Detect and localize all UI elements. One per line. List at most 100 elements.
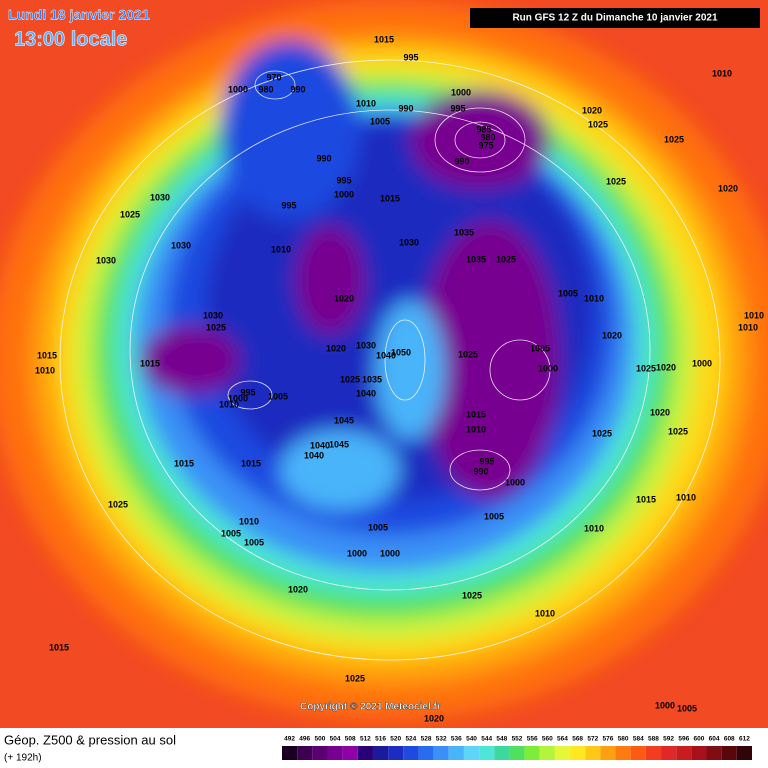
isobar-label: 985	[476, 124, 491, 134]
isobar-label: 1040	[310, 440, 330, 450]
legend-swatch	[297, 746, 313, 760]
isobar-label: 1010	[744, 310, 764, 320]
legend-swatch	[554, 746, 571, 760]
isobar-label: 1045	[334, 415, 354, 425]
legend-swatch	[388, 746, 404, 760]
isobar-label: 990	[473, 466, 488, 476]
isobar-label: 1025	[206, 322, 226, 332]
isobar-label: 1050	[391, 347, 411, 357]
legend-label: 552	[512, 736, 523, 743]
isobar-label: 1025	[108, 499, 128, 509]
isobar-label: 995	[479, 456, 494, 466]
isobars	[59, 59, 721, 661]
legend-swatch	[494, 746, 510, 760]
legend-swatch	[539, 746, 555, 760]
isobar-label: 1000	[538, 363, 558, 373]
legend-label: 564	[557, 736, 568, 743]
legend-swatch	[403, 746, 419, 760]
isobar-label: 1015	[374, 34, 394, 44]
legend-swatch	[721, 746, 737, 760]
isobar-label: 1020	[326, 343, 346, 353]
legend-label: 516	[375, 736, 386, 743]
legend-swatch	[327, 746, 343, 760]
run-text: Run GFS 12 Z du Dimanche 10 janvier 2021	[512, 13, 718, 24]
legend-label: 596	[678, 736, 689, 743]
isobar-label: 1035	[362, 374, 382, 384]
isobar-label: 1025	[345, 673, 365, 683]
legend-swatch	[600, 746, 616, 760]
copyright: Copyright © 2021 Meteociel.fr	[300, 702, 441, 713]
geopotential-field	[0, 0, 768, 720]
legend-swatch	[615, 746, 631, 760]
isobar-label: 1025	[668, 426, 688, 436]
footer-lead: (+ 192h)	[4, 753, 42, 764]
isobar-label: 1000	[505, 477, 525, 487]
isobar-label: 1020	[650, 407, 670, 417]
isobar-label: 995	[403, 52, 418, 62]
isobar-label: 995	[240, 387, 255, 397]
legend-swatch	[630, 746, 646, 760]
legend-swatch	[736, 746, 752, 760]
isobar-label: 1020	[602, 330, 622, 340]
legend-label: 588	[648, 736, 659, 743]
isobar-label: 1010	[35, 365, 55, 375]
legend-label: 592	[663, 736, 674, 743]
isobar-label: 1000	[228, 84, 248, 94]
isobar-label: 1000	[334, 189, 354, 199]
legend-label: 600	[694, 736, 705, 743]
isobar-label: 1010	[239, 516, 259, 526]
footer-title: Géop. Z500 & pression au sol	[4, 732, 176, 747]
isobar-label: 1000	[380, 548, 400, 558]
isobar-label: 1030	[356, 340, 376, 350]
legend-swatch	[509, 746, 525, 760]
isobar-label: 1015	[49, 642, 69, 652]
isobar-label: 990	[316, 153, 331, 163]
isobar-label: 1030	[399, 237, 419, 247]
isobar-label: 1000	[347, 548, 367, 558]
isobar-label: 1040	[376, 350, 396, 360]
legend-swatch	[676, 746, 692, 760]
isobar-label: 1025	[664, 134, 684, 144]
legend-swatch	[661, 746, 677, 760]
legend-swatch	[357, 746, 373, 760]
isobar-label: 995	[336, 175, 351, 185]
legend-label: 528	[421, 736, 432, 743]
legend-label: 512	[360, 736, 371, 743]
isobar-label: 1000	[655, 700, 675, 710]
date: Lundi 18 janvier 2021	[8, 7, 150, 23]
isobar-label: 1015	[37, 350, 57, 360]
legend-swatch	[463, 746, 480, 760]
isobar-label: 1015	[174, 458, 194, 468]
legend-swatch	[418, 746, 434, 760]
isobar-label: 1010	[584, 293, 604, 303]
isobar-label: 990	[398, 103, 413, 113]
legend-label: 504	[330, 736, 341, 743]
legend-swatch	[433, 746, 449, 760]
isobar-label: 980	[258, 84, 273, 94]
legend-swatch	[282, 746, 298, 760]
legend-label: 608	[724, 736, 735, 743]
isobar-label: 1020	[582, 105, 602, 115]
isobar-label: 995	[281, 200, 296, 210]
isobar-label: 1020	[656, 362, 676, 372]
isobar-label: 1015	[140, 358, 160, 368]
isobar-label: 980	[480, 132, 495, 142]
isobar-label: 1010	[676, 492, 696, 502]
isobar-label: 1005	[244, 537, 264, 547]
isobar-label: 1005	[368, 522, 388, 532]
legend-label: 540	[466, 736, 477, 743]
isobar-label: 1005	[370, 116, 390, 126]
legend-label: 556	[527, 736, 538, 743]
legend-label: 580	[618, 736, 629, 743]
legend-label: 500	[314, 736, 325, 743]
isobar-label: 1010	[271, 244, 291, 254]
legend-swatch	[706, 746, 722, 760]
legend-label: 576	[603, 736, 614, 743]
isobar-label: 1035	[466, 254, 486, 264]
legend-swatch	[342, 746, 358, 760]
isobar-label: 1020	[288, 584, 308, 594]
color-legend: 492 496 500 504 508 512 516 520 524 528 532 536 540 5…	[282, 736, 752, 760]
